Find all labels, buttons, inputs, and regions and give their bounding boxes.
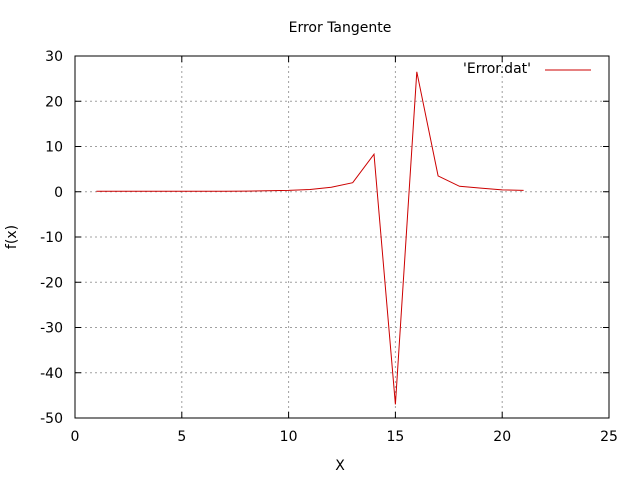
x-tick-label: 0 [71,429,80,445]
y-tick-label: -40 [40,366,63,382]
y-tick-label: 0 [54,185,63,201]
grid-lines [75,56,609,418]
x-tick-label: 10 [280,429,298,445]
y-tick-label: -50 [40,411,63,427]
series-line [96,71,524,405]
x-tick-label: 25 [600,429,618,445]
y-tick-label: 20 [45,94,63,110]
x-tick-label: 20 [493,429,511,445]
legend: 'Error.dat' [463,61,591,77]
x-axis-label: X [335,458,345,474]
x-axis: 0 5 10 15 20 25 [71,56,618,445]
x-tick-label: 5 [177,429,186,445]
y-tick-label: -30 [40,321,63,337]
y-tick-label: 10 [45,140,63,156]
y-tick-label: 30 [45,49,63,65]
series-layer [96,71,524,405]
y-axis-label: f(x) [4,225,20,249]
y-axis: -50 -40 -30 -20 -10 0 10 20 30 [40,49,609,427]
x-tick-label: 15 [386,429,404,445]
legend-label: 'Error.dat' [463,61,531,77]
chart-title: Error Tangente [289,20,392,36]
y-tick-label: -10 [40,230,63,246]
y-tick-label: -20 [40,275,63,291]
